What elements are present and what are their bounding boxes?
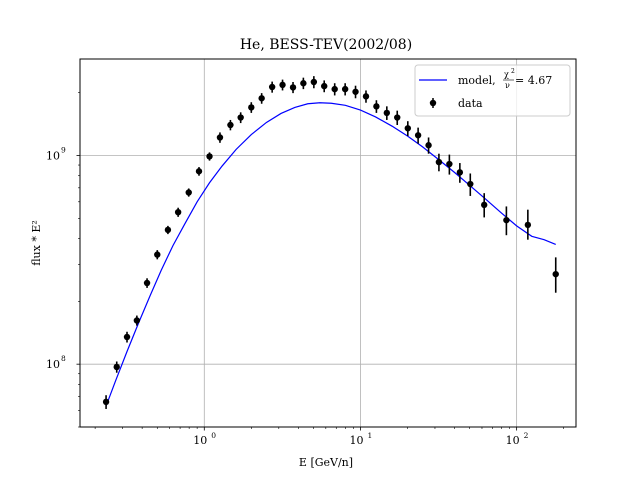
legend-model-value: = 4.67: [515, 74, 552, 87]
x-tick-label-exponent: 1: [367, 431, 372, 440]
data-point: [435, 158, 443, 166]
x-tick-label-exponent: 2: [524, 431, 529, 440]
data-point: [404, 125, 412, 132]
data-point: [102, 398, 110, 406]
x-tick-label: 10: [349, 434, 363, 447]
data-point: [258, 95, 265, 102]
data-point: [352, 88, 359, 95]
data-point: [268, 83, 276, 91]
data-point: [185, 189, 192, 196]
data-point: [383, 109, 391, 117]
data-point: [414, 132, 422, 139]
data-point: [154, 251, 161, 258]
data-point: [206, 153, 213, 160]
data-point: [300, 80, 307, 87]
data-point: [362, 93, 370, 100]
legend: model, χ 2 ν = 4.67 data: [414, 64, 571, 117]
data-point: [446, 160, 453, 168]
data-point: [394, 114, 401, 121]
data-point: [143, 279, 151, 287]
legend-nu-symbol: ν: [505, 81, 510, 90]
data-series: [102, 76, 559, 409]
legend-chi-symbol: χ: [504, 70, 509, 79]
data-point: [467, 180, 474, 188]
data-point: [481, 201, 488, 209]
data-point: [524, 221, 532, 229]
chart-title: He, BESS-TEV(2002/08): [240, 37, 412, 53]
x-axis-label: E [GeV/n]: [299, 456, 353, 469]
model-series: [105, 102, 556, 407]
x-tick-label: 10: [506, 434, 520, 447]
data-point: [216, 134, 224, 141]
data-point: [331, 85, 338, 93]
legend-box: [414, 64, 571, 117]
data-point: [503, 216, 510, 224]
data-point: [289, 84, 297, 91]
legend-model-label: model,: [458, 74, 496, 87]
x-tick-label: 10: [193, 434, 207, 447]
data-point: [113, 363, 120, 371]
data-point: [321, 82, 328, 90]
y-tick-label: 10: [46, 149, 60, 162]
data-point: [164, 226, 172, 234]
data-point: [456, 169, 464, 176]
x-tick-label-base: 10: [506, 434, 520, 447]
grid: [80, 59, 576, 427]
y-tick-label-exponent: 8: [61, 354, 66, 363]
data-point: [425, 142, 432, 149]
axes: 10 0 10 1 10 210 810 9: [46, 92, 564, 447]
data-point: [341, 85, 349, 93]
data-point: [552, 270, 559, 278]
data-point: [310, 78, 318, 86]
data-point: [123, 333, 131, 341]
legend-data-label: data: [458, 97, 483, 110]
data-point: [373, 103, 380, 110]
data-point: [248, 104, 255, 111]
data-point: [174, 208, 182, 216]
data-point: [227, 121, 234, 129]
y-tick-label: 10: [46, 358, 60, 371]
x-tick-label-exponent: 0: [211, 431, 216, 440]
y-tick-label-exponent: 9: [61, 145, 66, 154]
data-point: [237, 114, 244, 121]
legend-model-prefix: model,: [458, 74, 496, 87]
y-axis-label: flux * E²: [30, 220, 43, 266]
data-point: [279, 81, 286, 89]
x-tick-label-base: 10: [349, 434, 363, 447]
legend-chi-exponent: 2: [511, 68, 515, 75]
model-line: [105, 102, 556, 407]
x-tick-label-base: 10: [193, 434, 207, 447]
data-point: [195, 168, 203, 175]
data-point: [133, 317, 141, 324]
legend-data-marker: [429, 99, 437, 107]
plot-frame: [79, 58, 577, 428]
